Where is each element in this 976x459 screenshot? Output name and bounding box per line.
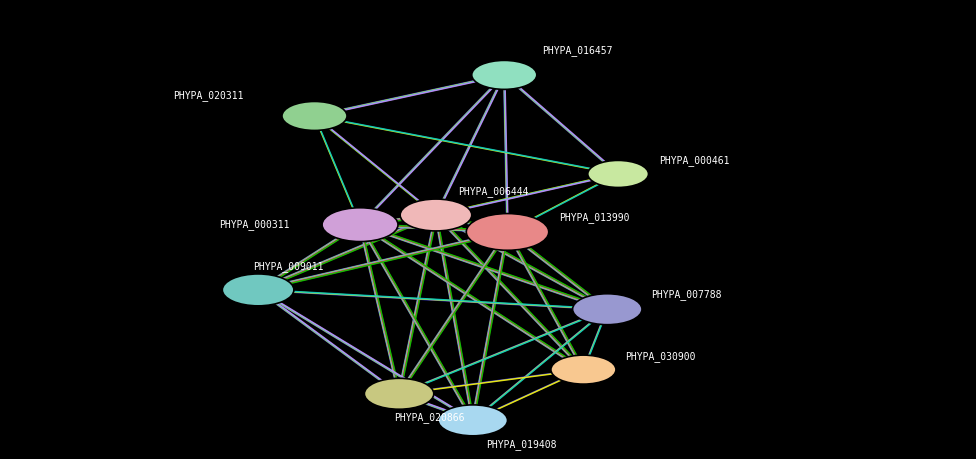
Text: PHYPA_009011: PHYPA_009011: [253, 261, 323, 272]
Circle shape: [322, 208, 398, 241]
Text: PHYPA_013990: PHYPA_013990: [559, 212, 630, 223]
Text: PHYPA_000461: PHYPA_000461: [660, 155, 730, 166]
Text: PHYPA_020311: PHYPA_020311: [174, 90, 244, 101]
Circle shape: [364, 378, 433, 409]
Circle shape: [400, 199, 471, 231]
Text: PHYPA_006444: PHYPA_006444: [458, 186, 528, 197]
Circle shape: [471, 61, 537, 90]
Text: PHYPA_016457: PHYPA_016457: [543, 45, 613, 56]
Text: PHYPA_020866: PHYPA_020866: [393, 413, 465, 423]
Circle shape: [588, 160, 648, 187]
Text: PHYPA_000311: PHYPA_000311: [219, 219, 290, 230]
Circle shape: [467, 213, 549, 250]
Circle shape: [573, 294, 642, 325]
Circle shape: [223, 274, 294, 306]
Text: PHYPA_007788: PHYPA_007788: [651, 289, 721, 300]
Text: PHYPA_019408: PHYPA_019408: [486, 439, 556, 450]
Circle shape: [550, 355, 616, 384]
Circle shape: [282, 101, 347, 130]
Circle shape: [438, 405, 508, 436]
Text: PHYPA_030900: PHYPA_030900: [625, 351, 695, 362]
